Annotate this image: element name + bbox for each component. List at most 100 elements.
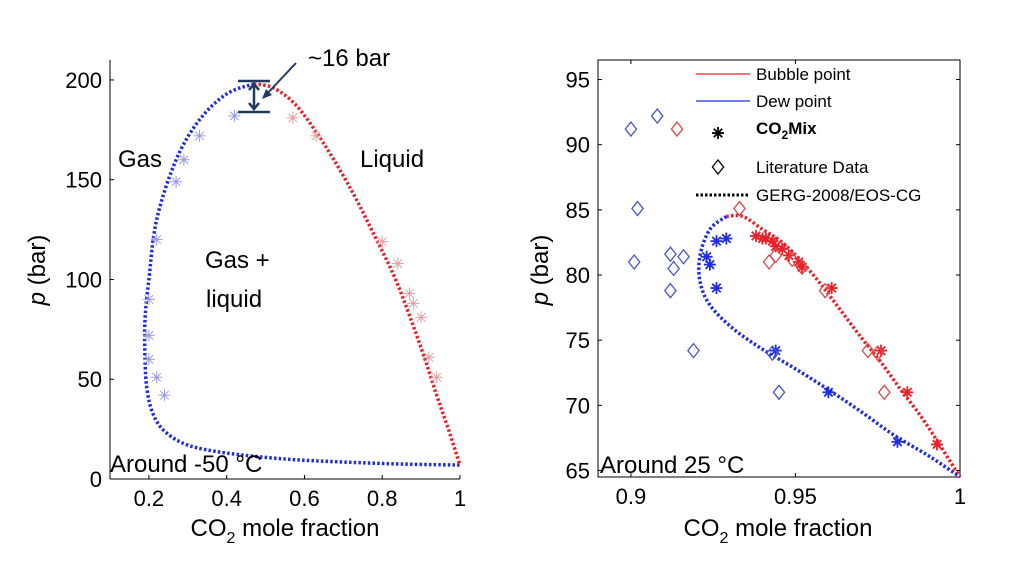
right-series-line-0	[726, 213, 962, 478]
left-star-point	[142, 353, 155, 366]
right-plot-frame	[597, 59, 961, 478]
left-x-tick-label: 0.8	[367, 486, 398, 511]
pressure-gap-label: ~16 bar	[308, 45, 390, 72]
right-y-tick-label: 85	[566, 198, 590, 223]
right-x-tick-label: 1	[954, 484, 966, 509]
left-y-tick-label: 150	[65, 168, 102, 193]
right-diamond-point	[733, 200, 746, 217]
legend-label-dew: Dew point	[756, 92, 832, 111]
right-diamond-point	[631, 200, 644, 217]
left-x-tick-label: 1	[454, 486, 466, 511]
right-diamond-point	[871, 345, 885, 362]
left-x-axis-label: CO2 mole fraction	[191, 515, 380, 547]
left-series-line-1	[253, 82, 462, 466]
temperature-label-left: Around -50 °C	[110, 451, 262, 478]
right-diamond-point	[663, 246, 677, 263]
left-star-point	[170, 175, 183, 188]
right-diamond-point	[667, 260, 681, 277]
pressure-gap-marker	[238, 79, 270, 114]
left-star-point	[193, 129, 206, 142]
left-star-point	[422, 351, 435, 364]
right-star-point	[822, 386, 835, 399]
temperature-label-right: Around 25 °C	[600, 452, 744, 479]
left-x-tick-label: 0.6	[289, 486, 320, 511]
pressure-gap-arrow	[262, 62, 297, 99]
right-star-point	[720, 232, 733, 245]
left-star-point	[150, 233, 163, 246]
right-diamond-point	[769, 247, 783, 264]
left-star-point	[310, 129, 323, 142]
left-star-point	[407, 297, 420, 310]
legend-label-literature: Literature Data	[756, 158, 869, 177]
right-diamond-point	[677, 248, 690, 265]
right-y-tick-label: 65	[566, 458, 590, 483]
left-y-axis-label: p (bar)	[24, 235, 51, 307]
right-y-tick-label: 90	[566, 133, 590, 158]
legend-label-bubble: Bubble point	[756, 65, 851, 84]
left-y-tick-label: 0	[90, 467, 102, 492]
right-diamond-point	[818, 282, 832, 299]
right-diamond-point	[687, 342, 700, 359]
left-y-tick-label: 50	[78, 367, 102, 392]
right-diamond-point	[877, 384, 891, 401]
right-chart: 0.9 0.95 1 65 70 75 80 85 90 95 Bubble point Dew …	[527, 59, 966, 547]
right-diamond-point	[861, 342, 875, 359]
left-star-point	[415, 311, 428, 324]
left-star-point	[158, 389, 171, 402]
right-star-point	[930, 438, 943, 451]
left-star-point	[376, 235, 389, 248]
right-star-point	[703, 258, 716, 271]
right-diamond-point	[663, 282, 677, 299]
left-star-point	[150, 371, 163, 384]
right-y-tick-label: 80	[566, 263, 590, 288]
region-label-two-phase-1: Gas +	[205, 247, 270, 274]
right-diamond-point	[627, 253, 641, 271]
region-label-two-phase-2: liquid	[206, 286, 262, 313]
right-star-point	[901, 386, 914, 399]
legend-diamond-glyph	[711, 158, 725, 176]
left-star-point	[403, 287, 416, 300]
legend-symbol-co2mix	[712, 127, 724, 139]
right-star-point	[796, 261, 809, 274]
right-diamond-point	[765, 345, 779, 362]
legend-label-gerg: GERG-2008/EOS-CG	[756, 186, 921, 205]
region-label-liquid: Liquid	[360, 146, 424, 173]
right-diamond-point	[785, 251, 799, 268]
right-star-point	[825, 282, 838, 295]
right-x-axis-label: CO2 mole fraction	[684, 515, 873, 547]
right-diamond-point	[624, 121, 638, 138]
left-x-tick-label: 0.2	[134, 486, 165, 511]
left-star-point	[177, 153, 190, 166]
left-star-point	[142, 329, 155, 342]
left-star-point	[286, 111, 299, 124]
right-x-tick-label: 0.9	[616, 484, 647, 509]
right-diamond-point	[762, 253, 776, 271]
right-chart-marks	[624, 107, 962, 479]
legend-star-glyph	[712, 127, 724, 139]
region-label-gas: Gas	[118, 146, 162, 173]
legend-label-co2mix: CO2Mix	[756, 119, 817, 142]
right-star-point	[710, 282, 723, 295]
legend-symbol-literature	[711, 158, 725, 176]
left-x-tick-label: 0.4	[211, 486, 242, 511]
left-chart: 0.2 0.4 0.6 0.8 1 0 50 100 150 200 ~16 bar Gas Li…	[24, 45, 466, 547]
right-x-tick-label: 0.95	[774, 484, 817, 509]
left-y-tick-label: 200	[65, 68, 102, 93]
left-star-point	[142, 293, 155, 306]
left-ticks: 0.2 0.4 0.6 0.8 1 0 50 100 150 200	[65, 68, 466, 511]
right-y-axis-label: p (bar)	[527, 235, 554, 307]
right-star-point	[891, 435, 904, 448]
legend: Bubble point Dew point CO2Mix Literature…	[696, 65, 921, 205]
right-diamond-point	[772, 384, 786, 401]
right-y-tick-label: 95	[566, 68, 590, 93]
right-ticks: 0.9 0.95 1 65 70 75 80 85 90 95	[566, 60, 966, 509]
right-y-tick-label: 75	[566, 328, 590, 353]
right-star-point	[710, 235, 723, 248]
right-diamond-point	[650, 107, 664, 125]
right-diamond-point	[670, 121, 684, 138]
left-chart-marks	[142, 82, 462, 467]
right-diamond-point	[795, 259, 809, 276]
left-star-point	[391, 257, 404, 270]
right-series-line-1	[697, 214, 961, 479]
